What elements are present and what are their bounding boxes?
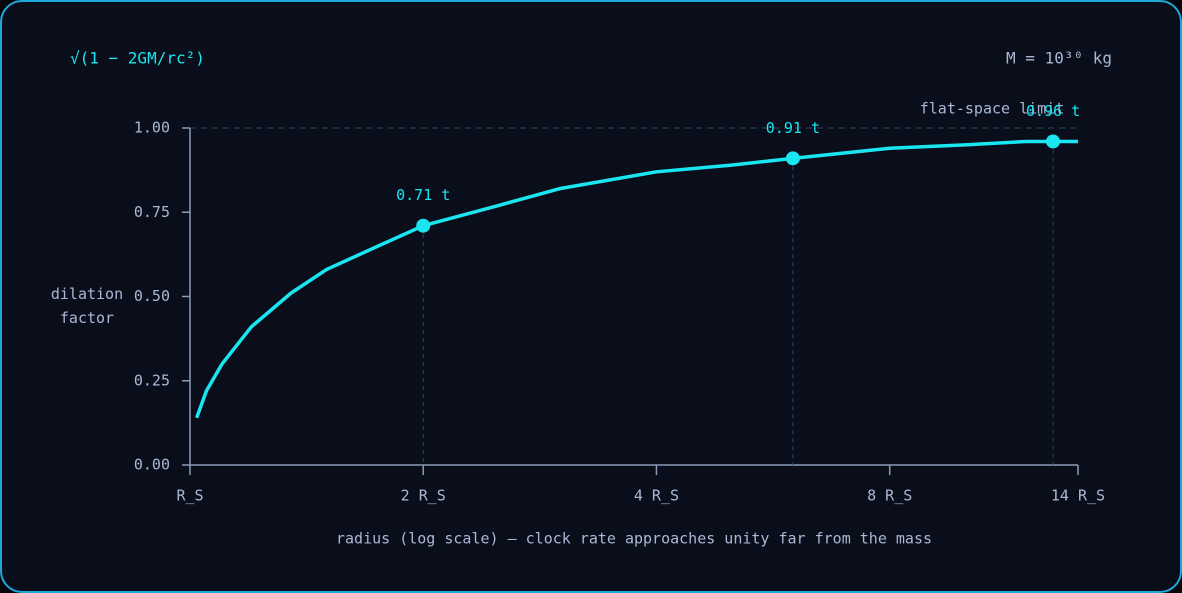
x-tick-label: 4 R_S [634,487,679,505]
y-tick-label: 0.75 [134,203,170,221]
point [1046,134,1061,149]
point-label: 0.71 t [396,186,450,204]
y-tick-label: 0.00 [134,456,170,474]
y-tick-label: 1.00 [134,119,170,137]
y-axis-label: dilation factor [50,285,124,327]
x-tick-label: 2 R_S [401,487,446,505]
curve [195,139,1078,419]
x-axis-label: radius (log scale) — clock rate approach… [336,530,932,548]
point [416,218,431,233]
point [785,151,800,166]
y-tick-label: 0.25 [134,371,170,389]
x-tick-label: 14 R_S [1051,487,1105,505]
annotation: flat-space limit [920,100,1065,118]
y-tick-label: 0.50 [134,287,170,305]
x-tick-label: 8 R_S [867,487,912,505]
x-tick-label: R_S [176,487,203,505]
point-label: 0.91 t [766,119,820,137]
point-label: 0.96 t [1026,102,1080,120]
chart-subtitle: M = 10³⁰ kg [1006,49,1112,68]
chart-title: √(1 − 2GM/rc²) [70,49,205,68]
